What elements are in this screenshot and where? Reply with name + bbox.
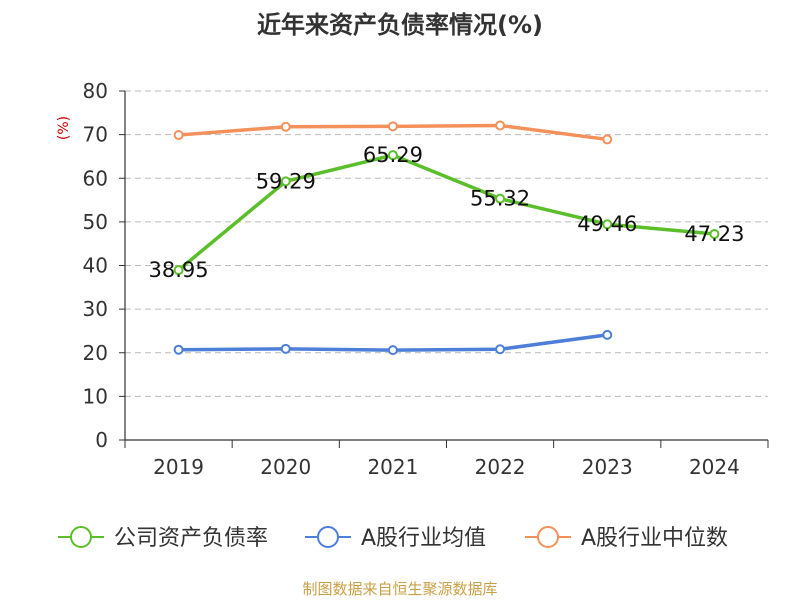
- legend-label: A股行业均值: [361, 526, 486, 551]
- series-lines: [173, 120, 720, 356]
- data-point: [173, 130, 184, 141]
- data-label: 49.46: [577, 212, 637, 236]
- legend-label: A股行业中位数: [581, 526, 728, 551]
- data-point: [173, 344, 184, 355]
- data-point: [173, 265, 184, 276]
- data-point: [280, 176, 291, 187]
- legend-marker: [537, 526, 559, 548]
- legend: 公司资产负债率 A股行业均值 A股行业中位数: [58, 526, 728, 551]
- y-tick-label: 10: [83, 384, 108, 408]
- y-tick-label: 70: [83, 123, 108, 147]
- data-labels: 38.95 59.29 65.29 55.32 49.46 47.23: [149, 143, 745, 282]
- data-point: [709, 228, 720, 239]
- data-point: [280, 121, 291, 132]
- data-point: [280, 343, 291, 354]
- y-tick-label: 50: [83, 210, 108, 234]
- data-label: 55.32: [470, 187, 530, 211]
- x-tick-label: 2023: [582, 455, 633, 479]
- data-label: 47.23: [684, 222, 744, 246]
- source-note: 制图数据来自恒生聚源数据库: [302, 580, 497, 598]
- data-point: [495, 344, 506, 355]
- chart-title: 近年来资产负债率情况(%): [257, 11, 543, 39]
- data-point: [495, 193, 506, 204]
- data-label: 59.29: [256, 169, 316, 193]
- data-point: [387, 121, 398, 132]
- data-point: [602, 329, 613, 340]
- data-label: 38.95: [149, 258, 209, 282]
- data-point: [387, 345, 398, 356]
- y-tick-label: 40: [83, 254, 108, 278]
- y-tick-label: 80: [83, 79, 108, 103]
- axes: 0 10 20 30 40 50 60 70 80 2019 2020 2021 2022 2023 202…: [83, 79, 769, 479]
- series-line: [177, 153, 715, 272]
- data-point: [602, 134, 613, 145]
- y-tick-label: 0: [95, 428, 108, 452]
- x-tick-label: 2022: [475, 455, 526, 479]
- legend-marker: [70, 526, 92, 548]
- y-axis-unit-label: (%): [56, 116, 72, 140]
- x-tick-label: 2024: [689, 455, 740, 479]
- grid-lines: [125, 90, 768, 397]
- y-tick-label: 60: [83, 166, 108, 190]
- y-tick-label: 20: [83, 341, 108, 365]
- legend-marker: [317, 526, 339, 548]
- legend-label: 公司资产负债率: [114, 526, 268, 551]
- x-tick-label: 2019: [153, 455, 204, 479]
- x-tick-label: 2021: [367, 455, 418, 479]
- data-label: 65.29: [363, 143, 423, 167]
- x-tick-label: 2020: [260, 455, 311, 479]
- y-tick-label: 30: [83, 297, 108, 321]
- data-point: [602, 219, 613, 230]
- data-point: [387, 150, 398, 161]
- data-point: [495, 120, 506, 131]
